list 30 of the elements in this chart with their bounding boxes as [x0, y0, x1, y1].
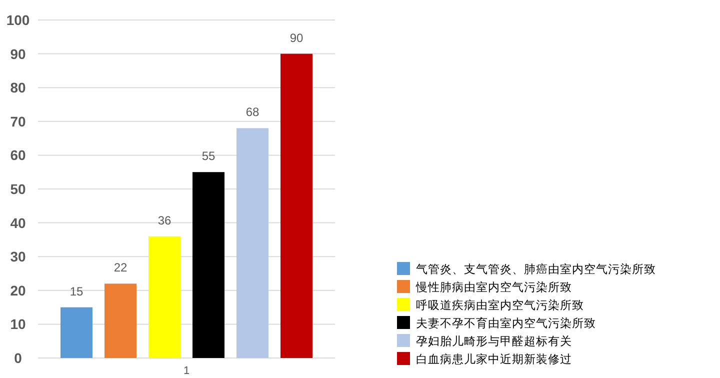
data-label: 68: [246, 105, 260, 120]
bar: [104, 284, 136, 358]
y-tick-label: 50: [10, 181, 26, 197]
y-tick-label: 90: [10, 46, 26, 62]
y-tick-label: 30: [10, 248, 26, 265]
data-label: 55: [202, 149, 216, 164]
legend-label: 气管炎、支气管炎、肺癌由室内空气污染所致: [416, 262, 656, 276]
legend-label: 夫妻不孕不育由室内空气污染所致: [416, 316, 596, 330]
y-tick-label: 100: [6, 12, 30, 28]
y-tick-label: 60: [10, 147, 26, 164]
bar: [192, 172, 224, 358]
y-tick-label: 10: [10, 316, 26, 332]
bar: [280, 54, 312, 358]
bar: [236, 128, 268, 358]
data-label: 22: [114, 260, 128, 275]
data-label: 15: [70, 284, 84, 298]
legend-label: 白血病患儿家中近期新装修过: [416, 352, 572, 366]
y-tick-label: 80: [10, 80, 26, 96]
data-label: 36: [158, 213, 172, 228]
data-label: 90: [290, 30, 304, 45]
y-tick-label: 20: [10, 282, 26, 298]
y-tick-label: 40: [10, 214, 26, 231]
x-tick-label: 1: [183, 365, 190, 377]
bar: [148, 236, 180, 358]
legend-label: 孕妇胎儿畸形与甲醛超标有关: [416, 334, 572, 348]
y-tick-label: 0: [14, 350, 22, 366]
y-tick-label: 70: [10, 113, 26, 130]
legend-label: 呼吸道疾病由室内空气污染所致: [416, 298, 584, 312]
legend-label: 慢性肺病由室内空气污染所致: [415, 280, 572, 294]
bar: [60, 307, 92, 358]
